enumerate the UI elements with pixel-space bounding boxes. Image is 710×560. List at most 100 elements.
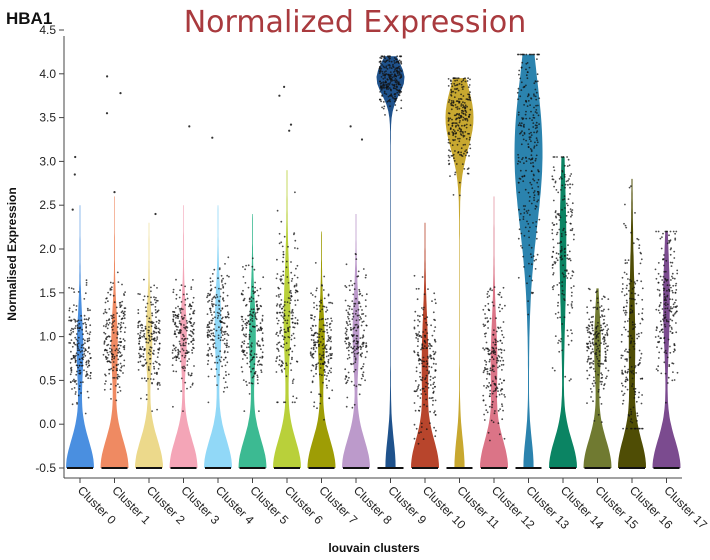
- data-point: [112, 331, 115, 334]
- data-point: [193, 322, 196, 324]
- data-point: [322, 330, 324, 333]
- data-point: [552, 288, 554, 291]
- data-point: [571, 227, 574, 230]
- data-point: [600, 421, 603, 423]
- data-point: [673, 277, 676, 280]
- data-point: [285, 362, 288, 365]
- data-point: [105, 338, 108, 340]
- data-point: [489, 393, 492, 395]
- data-point: [78, 330, 80, 332]
- data-point: [89, 377, 92, 380]
- data-point: [382, 60, 385, 62]
- data-point: [212, 332, 215, 335]
- data-point: [587, 346, 590, 349]
- data-point: [663, 264, 665, 267]
- data-point: [187, 342, 190, 345]
- data-point: [454, 135, 457, 138]
- data-point: [393, 85, 396, 88]
- data-point: [385, 93, 388, 95]
- data-point: [112, 294, 115, 297]
- data-point: [331, 320, 333, 322]
- data-point: [218, 267, 221, 269]
- data-point: [461, 155, 464, 158]
- data-point: [206, 326, 209, 329]
- data-point: [593, 420, 596, 422]
- data-point: [142, 299, 145, 301]
- data-point: [460, 151, 462, 154]
- data-point: [282, 305, 285, 308]
- data-point: [74, 360, 77, 362]
- data-point: [310, 391, 313, 394]
- data-point: [457, 129, 459, 132]
- data-point: [420, 431, 422, 433]
- data-point: [327, 362, 330, 364]
- data-point: [525, 117, 528, 120]
- data-point: [563, 275, 565, 278]
- data-point: [432, 350, 435, 353]
- data-point: [309, 351, 312, 354]
- data-point: [621, 372, 624, 375]
- data-point: [499, 326, 502, 329]
- data-point: [261, 318, 264, 321]
- data-point: [245, 326, 248, 329]
- data-point: [552, 178, 555, 181]
- data-point: [529, 214, 531, 216]
- data-point: [323, 369, 325, 372]
- data-point: [206, 335, 209, 337]
- data-point: [85, 363, 88, 366]
- data-point: [586, 306, 588, 308]
- data-point: [395, 97, 398, 100]
- data-point: [145, 362, 147, 365]
- data-point: [625, 311, 628, 314]
- data-point: [223, 331, 226, 333]
- data-point: [139, 336, 141, 338]
- data-point: [621, 287, 624, 290]
- data-point: [420, 426, 423, 428]
- data-point: [413, 274, 416, 277]
- data-point: [535, 131, 538, 134]
- data-point: [498, 383, 500, 385]
- data-point: [567, 244, 569, 247]
- data-point: [150, 335, 153, 338]
- data-point: [522, 255, 525, 258]
- data-point: [467, 93, 469, 96]
- data-point: [322, 381, 324, 384]
- data-point: [469, 143, 471, 146]
- data-point: [110, 367, 113, 370]
- data-point: [218, 326, 220, 329]
- data-point: [243, 410, 246, 412]
- data-point: [530, 150, 533, 153]
- data-point: [561, 349, 563, 352]
- data-point: [121, 300, 124, 303]
- data-point: [467, 132, 469, 135]
- data-point: [313, 306, 315, 309]
- data-point: [351, 300, 354, 302]
- data-point: [604, 334, 607, 336]
- points-cluster-16: [620, 185, 644, 430]
- data-point: [362, 268, 365, 270]
- data-point: [112, 369, 114, 372]
- data-point: [460, 116, 462, 119]
- data-point: [178, 357, 180, 360]
- data-point: [115, 306, 118, 309]
- data-point: [75, 338, 78, 341]
- data-point: [277, 342, 280, 344]
- data-point: [79, 381, 82, 384]
- data-point: [82, 338, 85, 340]
- data-point: [352, 362, 355, 365]
- data-point: [571, 301, 573, 303]
- violin-15: [583, 288, 612, 468]
- violin-1: [100, 196, 129, 468]
- data-point: [254, 281, 256, 284]
- data-point: [75, 354, 77, 357]
- data-point: [504, 304, 506, 307]
- data-point: [285, 364, 288, 367]
- data-point: [522, 117, 525, 120]
- data-point: [89, 374, 92, 377]
- data-point: [331, 389, 334, 392]
- data-point: [248, 298, 251, 301]
- data-point: [180, 377, 183, 380]
- data-point: [634, 292, 637, 295]
- data-point: [388, 75, 391, 77]
- data-point: [597, 373, 600, 376]
